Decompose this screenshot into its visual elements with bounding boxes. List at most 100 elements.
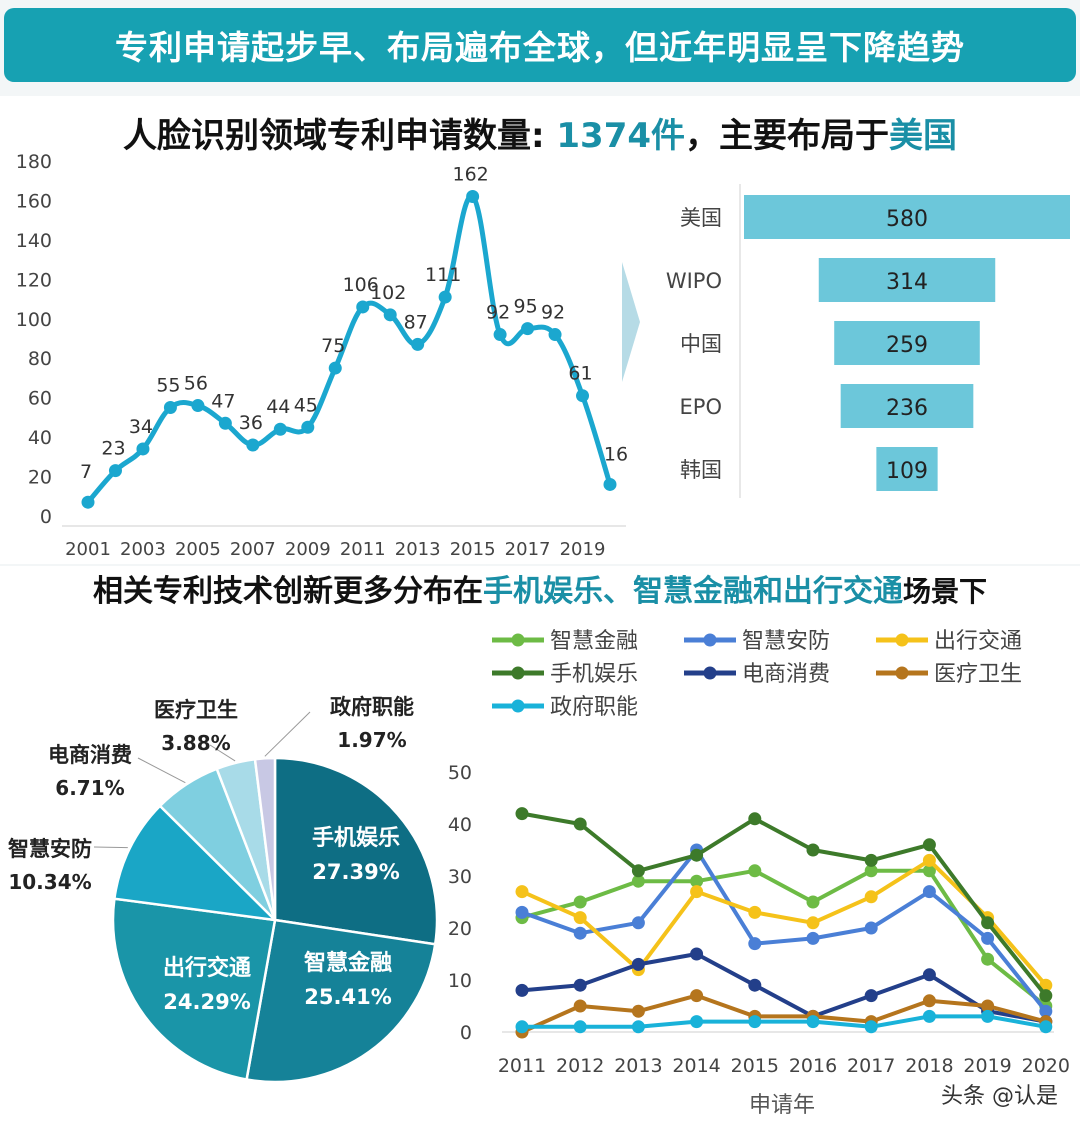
x-tick-label: 2005: [175, 539, 221, 560]
legend-marker: [703, 666, 717, 680]
data-label: 34: [129, 416, 153, 438]
data-point: [81, 495, 95, 509]
legend-label: 手机娱乐: [550, 662, 638, 687]
data-point: [690, 989, 704, 1003]
data-label: 16: [604, 443, 628, 465]
data-point: [136, 442, 150, 456]
series-line: [86, 193, 613, 504]
data-point: [864, 853, 878, 867]
top-jurisdictions-chart: 美国 580 WIPO 314 中国 259 EPO 236 韩国 109: [666, 184, 1070, 498]
data-point: [864, 1020, 878, 1034]
data-point: [515, 905, 529, 919]
pie-slice: [245, 918, 437, 1084]
data-point: [328, 361, 342, 375]
data-label: 92: [486, 302, 510, 324]
data-point: [864, 921, 878, 935]
headline-country: 美国: [889, 116, 958, 156]
data-point: [383, 308, 397, 322]
data-point: [515, 1020, 529, 1034]
data-point: [690, 1015, 704, 1029]
category-label: EPO: [680, 395, 722, 419]
category-label: 韩国: [680, 458, 722, 482]
bar-value-label: 259: [886, 333, 928, 358]
headline-middle: ，主要布局于: [685, 116, 890, 156]
pie-slice: [113, 804, 279, 922]
y-tick-label: 30: [448, 866, 472, 888]
headline-count: 1374件: [556, 116, 686, 156]
data-point: [573, 926, 587, 940]
data-point: [573, 1020, 587, 1034]
x-axis-title: 申请年: [749, 1093, 815, 1118]
data-label: 47: [211, 390, 235, 412]
legend-marker: [895, 633, 909, 647]
leader-line: [209, 744, 236, 762]
data-point: [864, 890, 878, 904]
x-tick-label: 2018: [905, 1055, 953, 1077]
y-tick-label: 20: [448, 918, 472, 940]
legend-marker: [703, 633, 717, 647]
data-point: [573, 895, 587, 909]
legend-label: 智慧安防: [742, 629, 830, 654]
data-point: [748, 905, 762, 919]
legend-marker: [511, 699, 525, 713]
data-point: [631, 957, 645, 971]
y-tick-label: 10: [448, 970, 472, 992]
slice-value-label: 3.88%: [161, 731, 230, 755]
data-label: 95: [513, 296, 537, 318]
x-tick-label: 2017: [505, 539, 551, 560]
data-point: [922, 1009, 936, 1023]
headline-prefix: 人脸识别领域专利申请数量:: [122, 116, 557, 156]
data-point: [603, 477, 617, 491]
y-tick-label: 100: [16, 309, 52, 331]
data-label: 106: [343, 274, 379, 296]
headline-scenarios: 相关专利技术创新更多分布在手机娱乐、智慧金融和出行交通场景下: [0, 566, 1080, 610]
data-point: [806, 843, 820, 857]
scenario-share-pie: 手机娱乐 27.39% 智慧金融 25.41% 出行交通 24.29% 智慧安防 10.34%…: [8, 695, 439, 1084]
data-point: [748, 978, 762, 992]
data-label: 75: [321, 335, 345, 357]
series-line: [521, 848, 1048, 1013]
data-point: [631, 1004, 645, 1018]
slice-value-label: 10.34%: [8, 870, 91, 894]
data-label: 92: [541, 302, 565, 324]
data-label: 23: [101, 438, 125, 460]
x-tick-label: 2015: [450, 539, 496, 560]
series-line: [521, 993, 1047, 1034]
data-point: [748, 812, 762, 826]
x-tick-label: 2016: [789, 1055, 837, 1077]
data-point: [573, 911, 587, 925]
data-point: [191, 399, 205, 413]
data-label: 36: [239, 412, 263, 434]
data-point: [576, 389, 590, 403]
data-point: [548, 328, 562, 342]
data-point: [864, 989, 878, 1003]
x-tick-label: 2014: [672, 1055, 720, 1077]
bar: [818, 258, 996, 302]
banner-title: 专利申请起步早、布局遍布全球，但近年明显呈下降趋势: [4, 8, 1076, 82]
x-tick-label: 2020: [1022, 1055, 1070, 1077]
data-point: [806, 895, 820, 909]
data-point: [573, 999, 587, 1013]
series-line: [521, 952, 1047, 1024]
data-point: [631, 864, 645, 878]
x-tick-label: 2011: [340, 539, 386, 560]
arrow-icon: [622, 262, 640, 382]
data-point: [1039, 989, 1053, 1003]
data-point: [981, 952, 995, 966]
data-point: [806, 931, 820, 945]
legend-marker: [895, 666, 909, 680]
data-point: [515, 983, 529, 997]
headline2-prefix: 相关专利技术创新更多分布在: [92, 574, 483, 609]
data-point: [521, 322, 535, 336]
x-tick-label: 2007: [230, 539, 276, 560]
y-tick-label: 50: [448, 762, 472, 784]
leader-line: [264, 711, 311, 757]
y-tick-label: 40: [28, 427, 52, 449]
data-point: [163, 401, 177, 415]
data-label: 56: [184, 373, 208, 395]
y-tick-label: 140: [16, 230, 52, 252]
pie-slice: [253, 756, 277, 921]
data-point: [806, 916, 820, 930]
slice-name-label: 智慧金融: [304, 950, 392, 976]
